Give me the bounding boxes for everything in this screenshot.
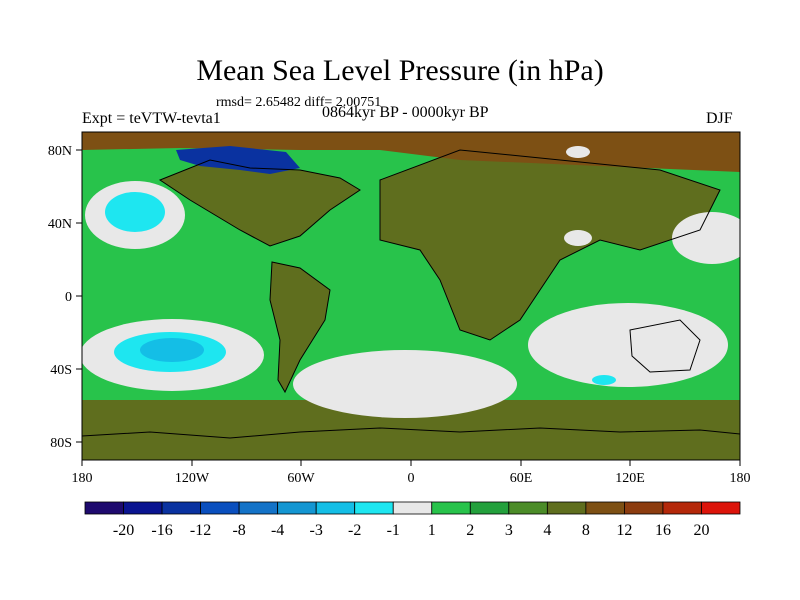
lon-label-120w: 120W bbox=[175, 471, 210, 486]
colorbar-label: -4 bbox=[271, 522, 284, 539]
colorbar-swatch bbox=[161, 501, 201, 515]
lon-label-180w: 180 bbox=[72, 471, 93, 486]
colorbar-swatch bbox=[624, 501, 664, 515]
lat-label-40s: 40S bbox=[50, 363, 72, 378]
colorbar-swatch bbox=[277, 501, 317, 515]
colorbar-swatch bbox=[354, 501, 394, 515]
colorbar-swatch bbox=[200, 501, 240, 515]
lon-label-120e: 120E bbox=[615, 471, 645, 486]
colorbar-swatch bbox=[123, 501, 163, 515]
lat-label-40n: 40N bbox=[48, 217, 72, 232]
land-south-america bbox=[270, 262, 330, 392]
colorbar-label: 12 bbox=[616, 522, 632, 539]
lon-label-0: 0 bbox=[408, 471, 415, 486]
colorbar-swatch bbox=[701, 501, 741, 515]
colorbar-label: 20 bbox=[693, 522, 709, 539]
land-africa-eurasia bbox=[380, 150, 720, 340]
coast-south-america bbox=[269, 261, 331, 394]
colorbar-label: -2 bbox=[348, 522, 361, 539]
colorbar-swatch bbox=[392, 501, 433, 515]
colorbar-swatch bbox=[546, 501, 587, 515]
colorbar-swatch bbox=[238, 501, 279, 515]
lon-label-60e: 60E bbox=[510, 471, 533, 486]
colorbar-label: -1 bbox=[387, 522, 400, 539]
colorbar-label: -12 bbox=[190, 522, 211, 539]
rmsd-diff-stats: rmsd= 2.65482 diff= 2.00751 bbox=[216, 95, 382, 110]
north-pacific-cyan-core bbox=[105, 192, 165, 232]
lat-label-80n: 80N bbox=[48, 144, 72, 159]
longitude-axis: 180 120W 60W 0 60E 120E 180 bbox=[72, 460, 751, 486]
experiment-label: Expt = teVTW-tevta1 bbox=[82, 110, 221, 127]
chart-title: Mean Sea Level Pressure (in hPa) bbox=[196, 54, 604, 87]
colorbar-swatch bbox=[508, 501, 548, 515]
south-atlantic-low bbox=[293, 350, 517, 418]
colorbar-swatch bbox=[315, 501, 356, 515]
colorbar-label: 8 bbox=[582, 522, 590, 539]
coast-antarctica bbox=[82, 427, 740, 439]
indian-ocean-low bbox=[528, 303, 728, 387]
period-label: 0864kyr BP - 0000kyr BP bbox=[322, 104, 489, 121]
season-label: DJF bbox=[706, 110, 733, 127]
colorbar-label: -16 bbox=[151, 522, 172, 539]
colorbar-swatch bbox=[585, 501, 625, 515]
colorbar-label: -3 bbox=[310, 522, 323, 539]
colorbar-label: -8 bbox=[232, 522, 245, 539]
coast-africa-eurasia bbox=[379, 149, 721, 341]
lon-label-180e: 180 bbox=[730, 471, 751, 486]
coastlines bbox=[82, 149, 740, 439]
colorbar-label: 16 bbox=[655, 522, 671, 539]
south-pacific-blue-core bbox=[140, 338, 204, 362]
colorbar-label: 2 bbox=[466, 522, 474, 539]
colorbar-swatch bbox=[431, 501, 471, 515]
colorbar-label: 1 bbox=[428, 522, 436, 539]
colorbar-swatch bbox=[662, 501, 702, 515]
map-plot-area bbox=[82, 132, 740, 460]
indian-ocean-cyan-spot bbox=[592, 375, 616, 385]
colorbar: -20 -16 -12 -8 -4 -3 -2 -1 1 2 3 4 8 12 16 20 bbox=[84, 501, 741, 539]
northwest-pacific-low bbox=[672, 212, 740, 264]
colorbar-label: -20 bbox=[113, 522, 134, 539]
colorbar-swatch bbox=[469, 501, 510, 515]
colorbar-swatch bbox=[84, 501, 124, 515]
colorbar-label: 4 bbox=[543, 522, 551, 539]
land-north-america bbox=[160, 160, 360, 246]
lat-label-80s: 80S bbox=[50, 436, 72, 451]
coast-north-america bbox=[158, 159, 361, 247]
latitude-axis: 80N 40N 0 40S 80S bbox=[48, 144, 82, 451]
greenland-dark-blue-core bbox=[176, 146, 300, 174]
colorbar-label: 3 bbox=[505, 522, 513, 539]
lon-label-60w: 60W bbox=[287, 471, 315, 486]
siberia-cyan-spot bbox=[566, 146, 590, 158]
tibet-cyan-spot bbox=[564, 230, 592, 246]
lat-label-0: 0 bbox=[65, 290, 72, 305]
coast-australia bbox=[629, 319, 701, 373]
